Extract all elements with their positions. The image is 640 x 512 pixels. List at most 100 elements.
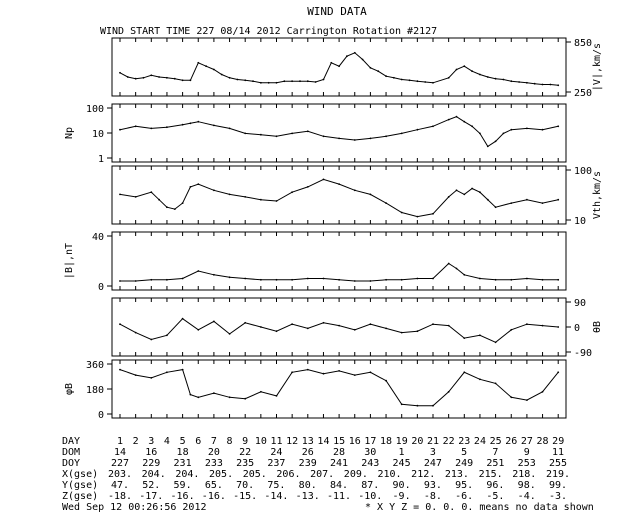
data-point [213, 273, 215, 276]
table-cell: -18. [108, 491, 132, 502]
table-cell: -16. [171, 491, 195, 502]
table-cell: 253 [518, 458, 536, 469]
table-cell: -5. [486, 491, 504, 502]
table-cell: 235 [236, 458, 254, 469]
data-point [557, 125, 560, 128]
panel-phi: 360 180 0 φB [64, 359, 567, 421]
footer-note: * X Y Z = 0. 0. 0. means no data shown [365, 502, 594, 512]
table-cell: 209. [344, 469, 368, 480]
table-cell: 70. [236, 480, 254, 491]
data-point [228, 276, 231, 279]
data-point [213, 68, 215, 71]
data-point [346, 55, 348, 58]
left-axis-label: Np [64, 127, 75, 139]
left-tick-label: 0 [98, 410, 104, 421]
data-point [189, 186, 192, 188]
data-point [119, 193, 121, 196]
data-point [134, 125, 137, 128]
table-cell: -10. [358, 491, 382, 502]
data-point [463, 120, 466, 123]
data-point [494, 206, 497, 209]
data-point [486, 76, 489, 78]
table-cell: 1 [117, 436, 123, 447]
table-cell: 255 [549, 458, 567, 469]
data-point [400, 132, 403, 135]
data-point [494, 140, 497, 143]
data-point [353, 139, 356, 141]
data-point [369, 193, 372, 196]
data-point [479, 132, 481, 135]
table-cell: -16. [202, 491, 226, 502]
data-point [322, 78, 325, 81]
data-point [291, 323, 293, 326]
table-cell: 206. [276, 469, 300, 480]
data-point [275, 135, 278, 138]
data-point [541, 128, 544, 131]
table-cell: 24 [474, 436, 486, 447]
data-point [126, 76, 129, 78]
data-point [181, 123, 184, 126]
data-point [134, 331, 137, 334]
data-point [541, 390, 544, 393]
table-cell: -13. [296, 491, 320, 502]
data-point [260, 81, 262, 84]
data-point [377, 70, 380, 73]
data-point [291, 80, 293, 83]
panel-bfield: 40 0 |B|,nT [64, 231, 567, 293]
table-cell: 18 [177, 447, 189, 458]
data-point [134, 77, 137, 80]
table-row-label: X(gse) [62, 469, 98, 480]
table-cell: 247 [424, 458, 442, 469]
table-cell: 251 [486, 458, 504, 469]
data-point [549, 83, 552, 86]
data-point [150, 191, 153, 194]
data-point [510, 128, 513, 131]
data-point [291, 371, 293, 374]
panel-density: 100 10 1 Np [64, 103, 567, 165]
data-point [502, 132, 505, 135]
table-cell: 26 [302, 447, 314, 458]
data-point [181, 202, 184, 205]
table-cell: 229 [142, 458, 160, 469]
data-point [338, 137, 340, 140]
table-cell: 205. [243, 469, 267, 480]
table-cell: 3 [148, 436, 154, 447]
table-cell: 219. [546, 469, 570, 480]
table-row-label: DOY [62, 458, 80, 469]
series-line-theta [119, 318, 559, 343]
data-point [291, 278, 293, 281]
data-point [557, 278, 560, 281]
left-tick-label: 100 [86, 104, 104, 115]
data-point [400, 278, 403, 281]
table-cell: 93. [424, 480, 442, 491]
data-point [213, 124, 215, 127]
chart-title: WIND DATA [307, 5, 367, 18]
data-point [338, 183, 340, 186]
data-point [322, 277, 325, 280]
data-point [275, 395, 278, 397]
data-point [338, 370, 340, 372]
data-point [526, 198, 528, 201]
data-point [314, 81, 317, 83]
data-point [197, 120, 200, 123]
data-point [557, 198, 560, 201]
data-point [502, 78, 505, 81]
data-point [291, 191, 293, 194]
table-cell: 59. [174, 480, 192, 491]
data-point [463, 273, 466, 276]
data-point [369, 371, 372, 374]
data-point [385, 202, 387, 205]
table-cell: 25 [490, 436, 502, 447]
table-cell: 204. [175, 469, 199, 480]
table-cell: 22 [239, 447, 251, 458]
data-point [463, 337, 466, 339]
data-point [322, 135, 325, 138]
data-point [416, 215, 419, 218]
data-point [463, 193, 466, 196]
table-cell: 65. [205, 480, 223, 491]
left-tick-label: 180 [86, 385, 104, 396]
data-point [228, 76, 231, 79]
data-point [471, 187, 473, 190]
data-point [400, 211, 403, 214]
table-cell: 28 [537, 436, 549, 447]
